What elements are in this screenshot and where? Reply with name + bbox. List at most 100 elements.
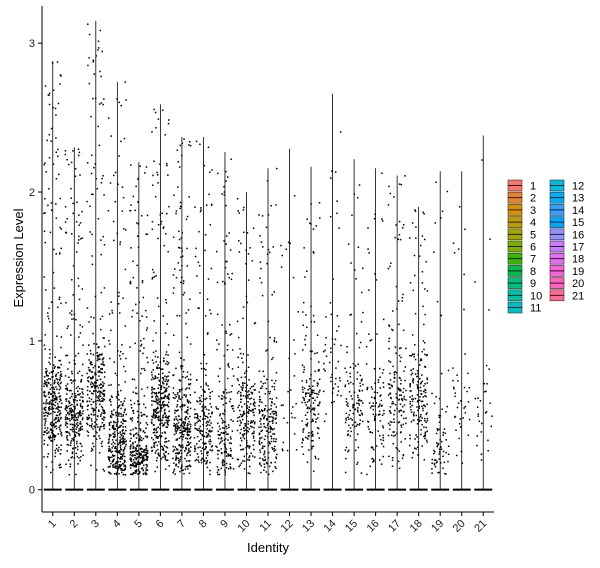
data-point	[245, 415, 248, 418]
data-point	[389, 361, 392, 363]
data-point	[124, 268, 127, 271]
data-point	[120, 407, 122, 410]
data-point	[91, 407, 94, 410]
data-point	[74, 396, 77, 399]
data-point	[411, 334, 414, 336]
data-point	[52, 433, 54, 435]
data-point	[114, 435, 116, 437]
data-point	[108, 458, 110, 461]
data-point	[47, 377, 50, 380]
data-point	[119, 451, 121, 453]
data-point	[290, 389, 292, 391]
data-point	[197, 429, 200, 432]
data-point	[73, 405, 75, 408]
data-point	[152, 378, 155, 380]
data-point	[164, 408, 166, 411]
data-point	[218, 449, 220, 452]
data-point	[184, 468, 187, 471]
data-point	[251, 432, 253, 435]
data-point	[116, 397, 119, 400]
data-point	[225, 451, 227, 454]
data-point	[242, 306, 245, 308]
data-point	[98, 410, 100, 413]
data-point	[89, 205, 91, 208]
data-point	[119, 441, 121, 444]
data-point	[295, 402, 297, 405]
data-point	[181, 444, 184, 447]
data-point	[167, 416, 170, 418]
data-point	[317, 369, 320, 371]
data-point	[268, 441, 270, 443]
data-point	[176, 400, 179, 402]
data-point	[46, 312, 49, 314]
data-point	[263, 463, 266, 465]
data-point	[376, 333, 378, 335]
data-point	[46, 379, 49, 381]
data-point	[420, 359, 423, 361]
data-point	[269, 428, 272, 431]
data-point	[210, 430, 212, 433]
data-point	[158, 384, 160, 386]
data-point	[377, 379, 380, 381]
data-point	[124, 438, 126, 440]
data-point	[405, 347, 407, 350]
data-point	[142, 413, 145, 416]
x-tick-label: 21	[472, 518, 489, 535]
data-point	[103, 98, 105, 100]
data-point	[251, 426, 253, 428]
data-point	[378, 414, 380, 416]
data-point	[66, 431, 69, 433]
data-point	[273, 340, 276, 343]
data-point	[311, 408, 313, 411]
data-point	[207, 385, 209, 387]
data-point	[108, 339, 110, 342]
data-point	[135, 466, 137, 468]
data-point	[359, 341, 362, 344]
data-point	[48, 372, 51, 374]
data-point	[315, 418, 318, 421]
data-point	[75, 355, 77, 357]
data-point	[405, 417, 407, 419]
data-point	[403, 410, 405, 413]
data-point	[100, 363, 103, 365]
data-point	[240, 376, 243, 379]
data-point	[90, 378, 92, 380]
data-point	[86, 389, 89, 392]
data-point	[372, 461, 374, 463]
data-point	[401, 296, 404, 299]
data-point	[147, 361, 149, 364]
data-point	[302, 391, 304, 393]
data-point	[220, 451, 223, 454]
data-point	[163, 359, 165, 362]
data-point	[243, 455, 246, 458]
data-point	[55, 418, 57, 420]
data-point	[178, 427, 181, 429]
data-point	[357, 396, 359, 399]
data-point	[172, 292, 175, 294]
data-point	[399, 382, 402, 385]
data-point	[183, 138, 185, 140]
data-point	[236, 429, 239, 432]
data-point	[416, 375, 418, 378]
data-point	[132, 445, 135, 448]
data-point	[208, 388, 210, 391]
data-point	[132, 409, 135, 412]
data-point	[261, 447, 263, 450]
data-point	[243, 468, 246, 470]
data-point	[96, 352, 98, 354]
data-point	[152, 174, 154, 177]
data-point	[132, 450, 134, 453]
data-point	[356, 463, 358, 466]
data-point	[372, 447, 374, 449]
data-point	[124, 441, 126, 443]
data-point	[412, 378, 414, 380]
data-point	[162, 447, 164, 450]
data-point	[73, 359, 76, 362]
data-point	[174, 425, 177, 427]
data-point	[238, 240, 240, 242]
data-point	[181, 404, 183, 407]
data-point	[137, 460, 139, 463]
data-point	[352, 412, 355, 415]
data-point	[77, 277, 79, 280]
data-point	[373, 419, 376, 421]
